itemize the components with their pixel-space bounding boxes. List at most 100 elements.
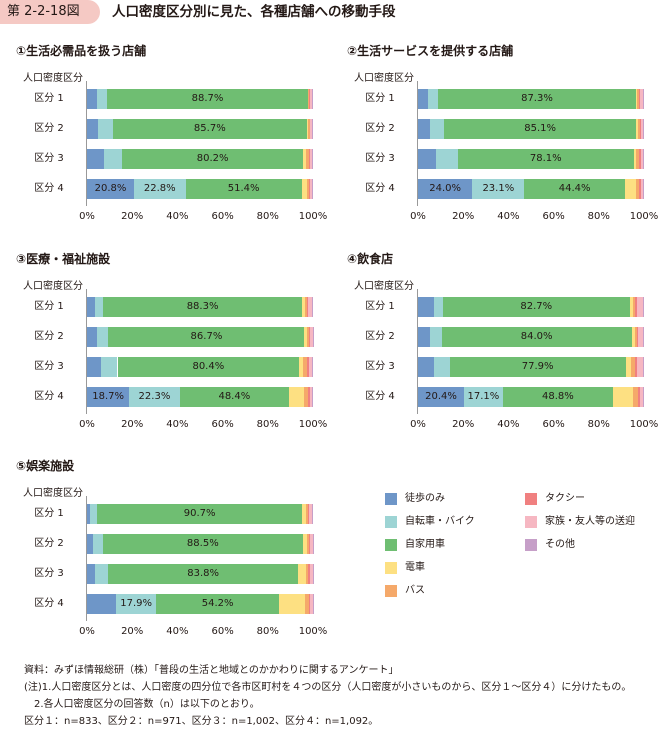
category-label: 区分 4 xyxy=(17,179,81,199)
chart-title: ③医療・福祉施設 xyxy=(16,250,110,267)
data-label: 22.3% xyxy=(139,391,171,402)
stacked-bar: 20.4% 17.1% 48.8% xyxy=(418,387,644,407)
x-tick-label: 20% xyxy=(114,419,150,430)
bar-segment xyxy=(312,504,313,524)
x-tick-label: 0% xyxy=(69,626,105,637)
y-axis-label: 人口密度区分 xyxy=(354,277,414,292)
bar-segment xyxy=(95,297,103,317)
data-label: 82.7% xyxy=(520,301,552,312)
x-tick-label: 100% xyxy=(295,211,331,222)
stacked-bar: 87.3% xyxy=(418,89,644,109)
bar-segment: 86.7% xyxy=(108,327,304,347)
bar-segment xyxy=(312,149,313,169)
data-label: 18.7% xyxy=(92,391,124,402)
chart-title: ④飲食店 xyxy=(347,250,393,267)
data-label: 86.7% xyxy=(191,331,223,342)
source-note: 資料：みずほ情報総研（株）「普段の生活と地域とのかかわりに関するアンケート」 xyxy=(24,662,631,679)
x-tick-label: 0% xyxy=(400,211,436,222)
x-tick-label: 20% xyxy=(114,626,150,637)
bar-segment xyxy=(97,327,108,347)
bar-segment: 88.5% xyxy=(103,534,303,554)
data-label: 51.4% xyxy=(228,183,260,194)
bar-segment xyxy=(418,327,430,347)
data-label: 20.4% xyxy=(425,391,457,402)
bar-segment xyxy=(418,119,430,139)
bar-segment: 17.9% xyxy=(116,594,156,614)
data-label: 78.1% xyxy=(530,153,562,164)
stacked-bar: 84.0% xyxy=(418,327,644,347)
note-1: (注)1.人口密度区分とは、人口密度の四分位で各市区町村を４つの区分（人口密度が… xyxy=(24,679,631,696)
category-label: 区分 3 xyxy=(17,564,81,584)
bar-segment xyxy=(643,89,644,109)
category-label: 区分 4 xyxy=(348,387,412,407)
bar-segment xyxy=(643,327,644,347)
bar-segment: 80.4% xyxy=(118,357,300,377)
footnotes: 資料：みずほ情報総研（株）「普段の生活と地域とのかかわりに関するアンケート」 (… xyxy=(24,662,631,730)
legend-label: 自転車・バイク xyxy=(405,516,475,528)
legend-label: タクシー xyxy=(545,493,585,505)
bar-segment xyxy=(428,89,438,109)
stacked-bar: 85.1% xyxy=(418,119,644,139)
data-label: 17.1% xyxy=(468,391,500,402)
legend-label: 徒歩のみ xyxy=(405,493,445,505)
bar-segment xyxy=(312,119,313,139)
x-tick-label: 40% xyxy=(159,211,195,222)
note-3: 区分１：n=833、区分２：n=971、区分３：n=1,002、区分４：n=1,… xyxy=(24,713,631,730)
bar-segment xyxy=(312,357,313,377)
stacked-bar: 17.9% 54.2% xyxy=(87,594,313,614)
x-tick-label: 0% xyxy=(69,211,105,222)
bar-segment xyxy=(430,327,441,347)
bar-segment xyxy=(87,327,97,347)
stacked-bar: 82.7% xyxy=(418,297,644,317)
bar-segment xyxy=(418,297,434,317)
bar-segment xyxy=(418,89,428,109)
bar-segment xyxy=(90,504,97,524)
data-label: 48.4% xyxy=(218,391,250,402)
stacked-bar: 83.8% xyxy=(87,564,313,584)
bar-segment: 51.4% xyxy=(186,179,302,199)
stacked-bar: 80.4% xyxy=(87,357,313,377)
category-label: 区分 2 xyxy=(17,534,81,554)
x-tick-label: 60% xyxy=(205,419,241,430)
category-label: 区分 1 xyxy=(17,504,81,524)
legend-label: 家族・友人等の送迎 xyxy=(545,516,635,528)
x-tick-label: 80% xyxy=(250,211,286,222)
stacked-bar: 78.1% xyxy=(418,149,644,169)
category-label: 区分 3 xyxy=(348,357,412,377)
bar-segment xyxy=(643,119,644,139)
bar-segment xyxy=(312,89,313,109)
data-label: 80.4% xyxy=(192,361,224,372)
bar-segment xyxy=(643,149,644,169)
bar-segment: 85.1% xyxy=(444,119,636,139)
bar-segment xyxy=(298,564,306,584)
legend-label: 自家用車 xyxy=(405,539,445,551)
bar-segment xyxy=(625,179,636,199)
bar-segment xyxy=(104,149,122,169)
bar-segment: 77.9% xyxy=(450,357,626,377)
stacked-bar: 86.7% xyxy=(87,327,313,347)
bar-segment: 82.7% xyxy=(443,297,630,317)
data-label: 88.3% xyxy=(187,301,219,312)
bar-segment xyxy=(87,297,95,317)
bar-segment xyxy=(434,297,443,317)
bar-segment xyxy=(643,357,644,377)
bar-segment: 22.8% xyxy=(134,179,186,199)
data-label: 48.8% xyxy=(542,391,574,402)
y-axis-label: 人口密度区分 xyxy=(23,484,83,499)
x-tick-label: 40% xyxy=(159,419,195,430)
data-label: 85.7% xyxy=(194,123,226,134)
chart-title: ②生活サービスを提供する店舗 xyxy=(347,42,513,59)
x-tick-label: 60% xyxy=(205,211,241,222)
bar-segment xyxy=(87,357,101,377)
figure-title: 人口密度区分別に見た、各種店舗への移動手段 xyxy=(112,0,396,24)
data-label: 88.7% xyxy=(192,93,224,104)
stacked-bar: 80.2% xyxy=(87,149,313,169)
bar-segment: 80.2% xyxy=(122,149,303,169)
x-tick-label: 100% xyxy=(626,419,662,430)
category-label: 区分 2 xyxy=(348,119,412,139)
x-tick-label: 40% xyxy=(490,419,526,430)
y-axis-label: 人口密度区分 xyxy=(354,69,414,84)
data-label: 54.2% xyxy=(202,598,234,609)
